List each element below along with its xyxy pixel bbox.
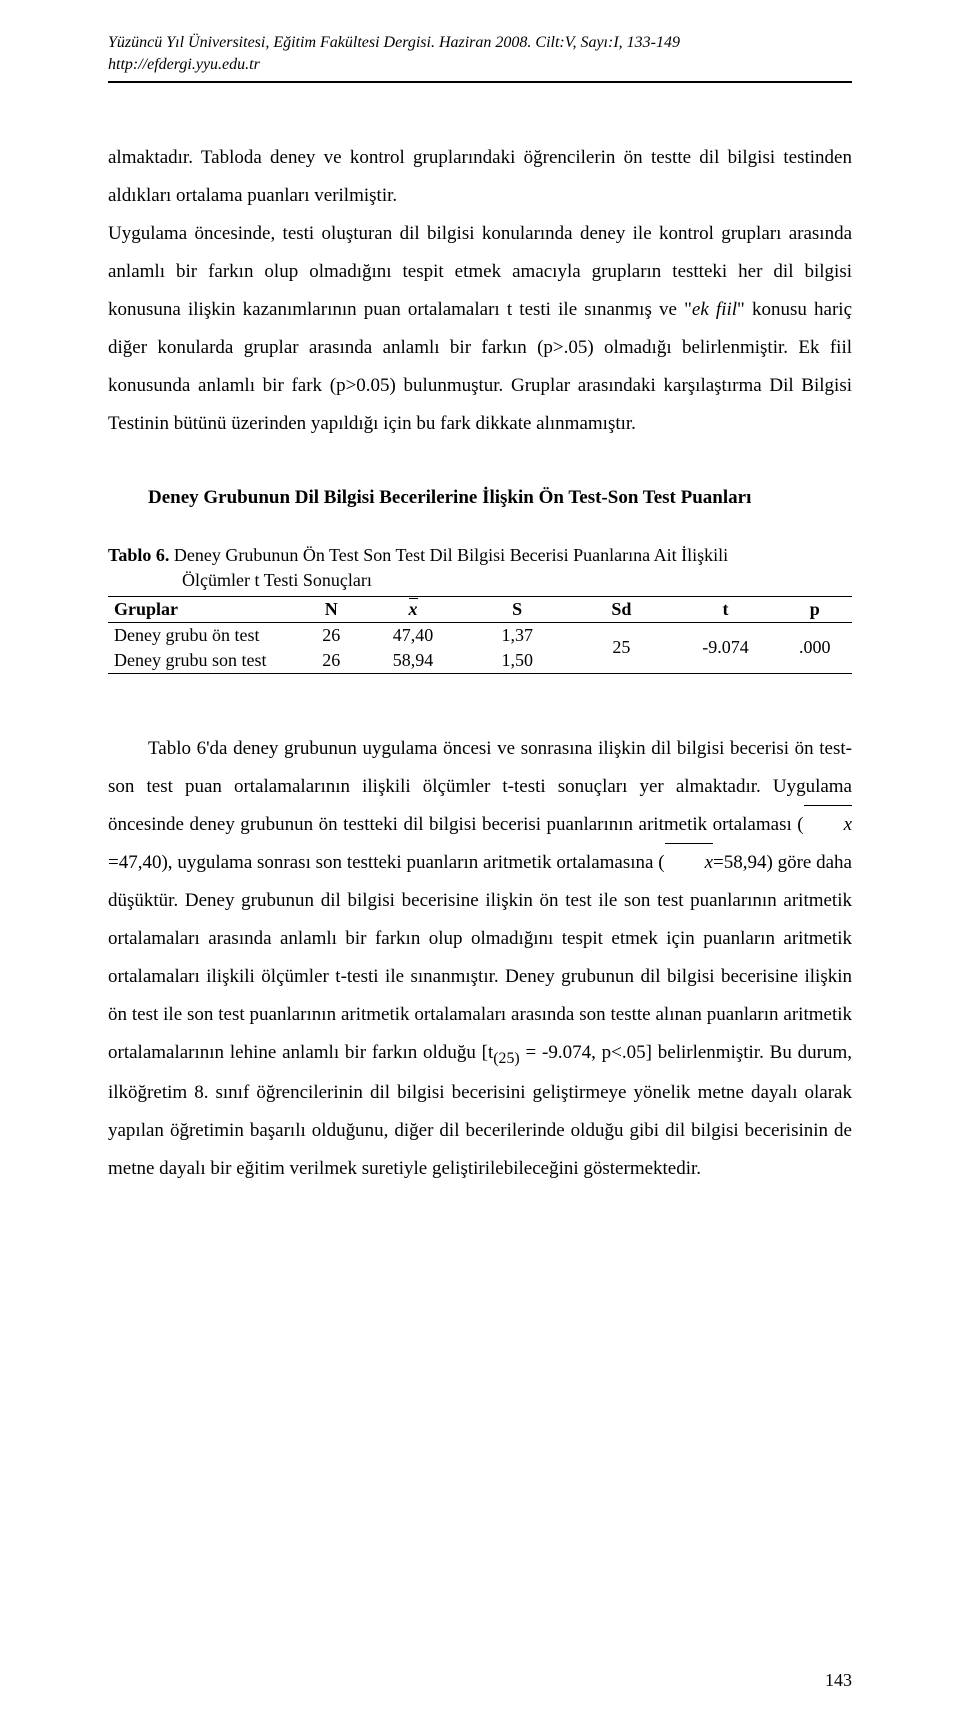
- cell-n-1: 26: [301, 648, 361, 674]
- cell-n-0: 26: [301, 622, 361, 648]
- table6-caption-line1: Deney Grubunun Ön Test Son Test Dil Bilg…: [169, 545, 728, 565]
- p3-xbar2-tail: =58,94) göre daha düşüktür. Deney grubun…: [108, 852, 852, 1063]
- running-header: Yüzüncü Yıl Üniversitesi, Eğitim Fakülte…: [108, 32, 852, 75]
- section-heading: Deney Grubunun Dil Bilgisi Becerilerine …: [108, 487, 852, 509]
- col-n: N: [301, 596, 361, 622]
- col-xbar: x: [361, 596, 465, 622]
- header-rule: [108, 81, 852, 83]
- cell-group-1: Deney grubu son test: [108, 648, 301, 674]
- header-line-1: Yüzüncü Yıl Üniversitesi, Eğitim Fakülte…: [108, 32, 852, 54]
- paragraph-2: Uygulama öncesinde, testi oluşturan dil …: [108, 215, 852, 443]
- paragraph-3: Tablo 6'da deney grubunun uygulama önces…: [108, 730, 852, 1188]
- cell-t: -9.074: [673, 622, 777, 673]
- cell-sd: 25: [569, 622, 673, 673]
- cell-s-1: 1,50: [465, 648, 569, 674]
- col-t: t: [673, 596, 777, 622]
- cell-xbar-0: 47,40: [361, 622, 465, 648]
- table6-caption-line2: Ölçümler t Testi Sonuçları: [108, 568, 852, 593]
- table6-header-row: Gruplar N x S Sd t p: [108, 596, 852, 622]
- table6-row-0: Deney grubu ön test 26 47,40 1,37 25 -9.…: [108, 622, 852, 648]
- p3-subscript: (25): [493, 1049, 519, 1066]
- cell-xbar-1: 58,94: [361, 648, 465, 674]
- cell-p: .000: [778, 622, 852, 673]
- p3-xbar1-val: =47,40), uygulama sonrası son testteki p…: [108, 852, 665, 873]
- col-group: Gruplar: [108, 596, 301, 622]
- header-line-2: http://efdergi.yyu.edu.tr: [108, 54, 852, 76]
- xbar-symbol: x: [409, 599, 418, 620]
- table6-caption-label: Tablo 6.: [108, 545, 169, 565]
- xbar-inline-2: x: [665, 844, 713, 882]
- col-p: p: [778, 596, 852, 622]
- cell-s-0: 1,37: [465, 622, 569, 648]
- p2-emphasis: ek fiil: [692, 299, 737, 320]
- col-s: S: [465, 596, 569, 622]
- p3-part1: Tablo 6'da deney grubunun uygulama önces…: [108, 738, 852, 835]
- col-sd: Sd: [569, 596, 673, 622]
- cell-group-0: Deney grubu ön test: [108, 622, 301, 648]
- paragraph-1: almaktadır. Tabloda deney ve kontrol gru…: [108, 139, 852, 215]
- table6-caption: Tablo 6. Deney Grubunun Ön Test Son Test…: [108, 543, 852, 593]
- xbar-inline-1: x: [804, 806, 852, 844]
- table6: Gruplar N x S Sd t p Deney grubu ön test…: [108, 596, 852, 674]
- page-number: 143: [825, 1670, 852, 1691]
